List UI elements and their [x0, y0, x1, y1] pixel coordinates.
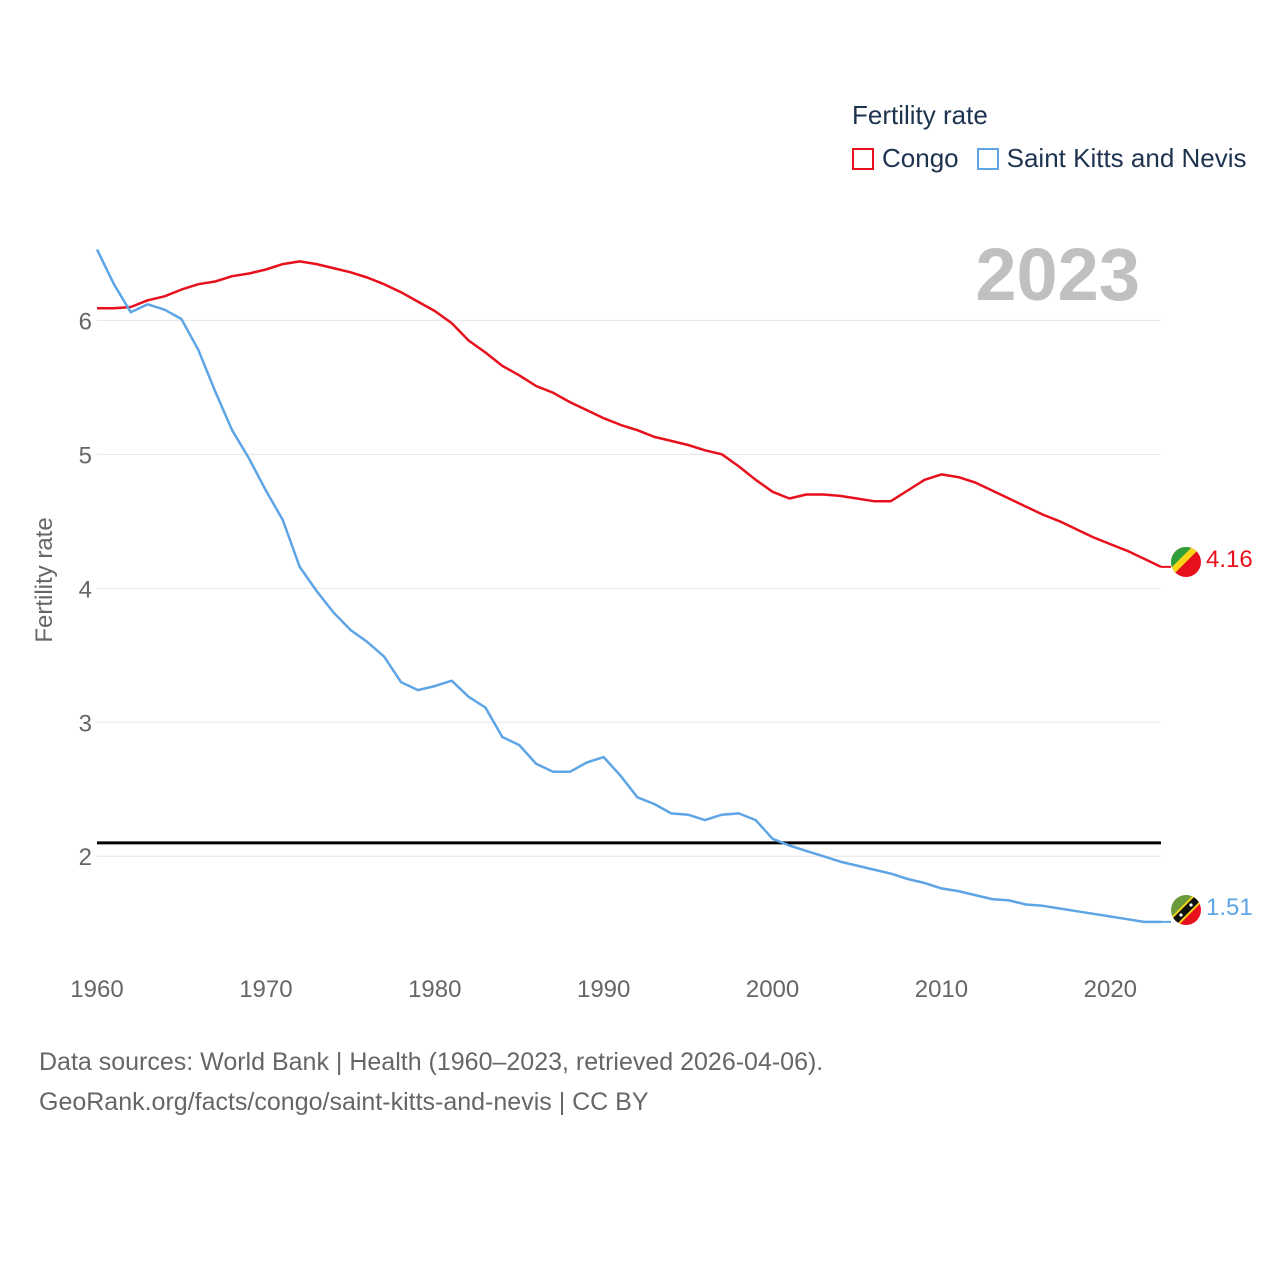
x-tick-labels: 1960 1970 1980 1990 2000 2010 2020: [70, 976, 1137, 1003]
gridlines: [97, 319, 1161, 857]
y-axis-label: Fertility rate: [31, 517, 58, 642]
series-lines: [95, 248, 1171, 924]
legend: Fertility rate Congo Saint Kitts and Nev…: [852, 100, 1265, 174]
saint-kitts-end-value-label: 1.51: [1206, 894, 1253, 921]
legend-title: Fertility rate: [852, 100, 988, 130]
x-tick-label: 2020: [1084, 976, 1137, 1003]
year-label: 2023: [975, 233, 1140, 316]
x-tick-label: 1980: [408, 976, 461, 1003]
data-sources-text: Data sources: World Bank | Health (1960–…: [39, 1048, 824, 1076]
footer: Data sources: World Bank | Health (1960–…: [39, 1042, 823, 1122]
y-tick-label: 5: [79, 442, 92, 469]
congo-flag-icon: [1171, 547, 1201, 577]
x-tick-label: 2010: [915, 976, 968, 1003]
legend-swatch-saint-kitts-and-nevis: [976, 147, 999, 170]
x-tick-label: 1960: [70, 976, 123, 1003]
series-line-congo[interactable]: [97, 260, 1162, 569]
saint-kitts-flag-icon: [1171, 895, 1201, 925]
x-tick-label: 1990: [577, 976, 630, 1003]
legend-label-saint-kitts-and-nevis: Saint Kitts and Nevis: [1006, 143, 1247, 173]
y-tick-label: 6: [79, 308, 92, 335]
series-line-saint-kitts-and-nevis[interactable]: [95, 248, 1161, 924]
legend-item-congo[interactable]: Congo: [852, 143, 959, 174]
x-tick-label: 2000: [746, 976, 799, 1003]
legend-item-saint-kitts-and-nevis[interactable]: Saint Kitts and Nevis: [976, 143, 1247, 174]
legend-swatch-congo: [852, 147, 874, 170]
x-tick-label: 1970: [239, 976, 292, 1003]
y-tick-labels: 2 3 4 5 6: [79, 308, 92, 871]
y-tick-label: 4: [79, 576, 92, 603]
y-tick-label: 3: [79, 710, 92, 737]
legend-label-congo: Congo: [882, 143, 959, 173]
congo-end-value-label: 4.16: [1206, 546, 1253, 573]
source-link-text[interactable]: GeoRank.org/facts/congo/saint-kitts-and-…: [39, 1088, 649, 1116]
y-tick-label: 2: [79, 844, 92, 871]
